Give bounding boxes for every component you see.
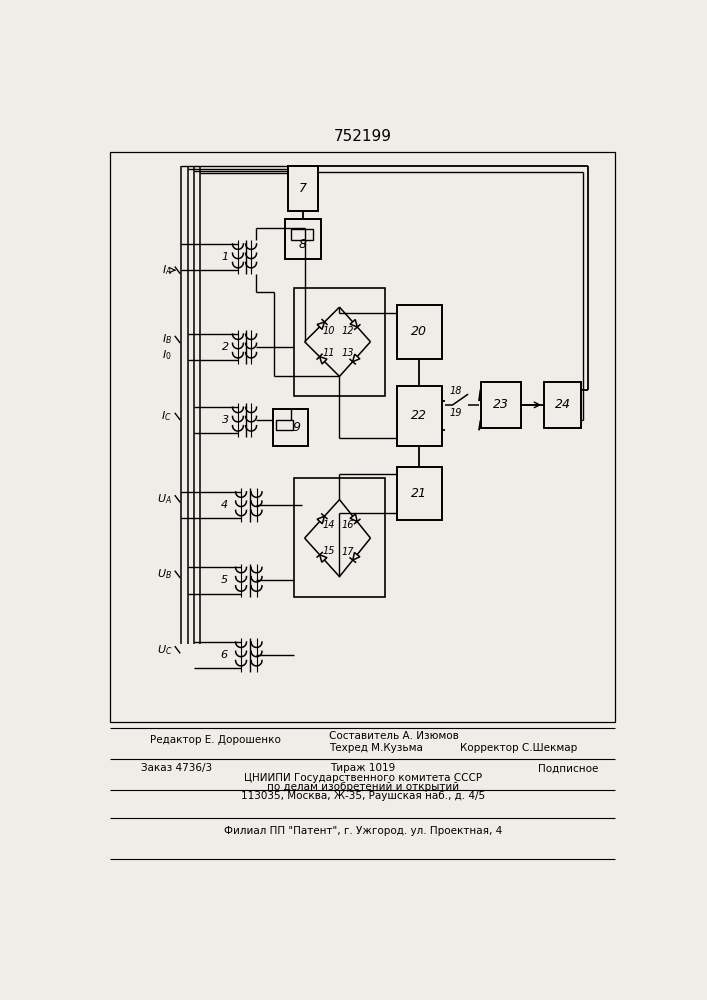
Bar [288, 166, 317, 211]
Text: $I_0$: $I_0$ [163, 348, 172, 362]
Text: $I_B$: $I_B$ [162, 333, 172, 346]
Bar [544, 382, 581, 428]
Text: 9: 9 [293, 421, 301, 434]
Bar [273, 409, 308, 446]
Text: 7: 7 [299, 182, 307, 195]
Text: 4: 4 [221, 500, 228, 510]
Text: 10: 10 [322, 326, 335, 336]
Text: 22: 22 [411, 409, 427, 422]
Bar [291, 229, 313, 240]
Text: 15: 15 [322, 546, 335, 556]
Bar [397, 386, 442, 446]
Text: 3: 3 [222, 415, 229, 425]
Bar [110, 152, 614, 722]
Bar [285, 219, 321, 259]
Text: Заказ 4736/3: Заказ 4736/3 [141, 763, 212, 773]
Text: Техред М.Кузьма: Техред М.Кузьма [329, 743, 423, 753]
Text: $I_A$: $I_A$ [162, 263, 172, 277]
Text: 23: 23 [493, 398, 508, 411]
Text: 21: 21 [411, 487, 427, 500]
Text: $U_C$: $U_C$ [156, 643, 172, 657]
Bar [397, 466, 442, 520]
Text: $I_C$: $I_C$ [161, 410, 172, 423]
Text: 113035, Москва, Ж-35, Раушская наб., д. 4/5: 113035, Москва, Ж-35, Раушская наб., д. … [240, 791, 485, 801]
Text: 17: 17 [341, 547, 354, 557]
Text: Редактор Е. Дорошенко: Редактор Е. Дорошенко [151, 735, 281, 745]
Text: 20: 20 [411, 325, 427, 338]
Text: 18: 18 [450, 386, 462, 396]
Text: 11: 11 [322, 348, 335, 358]
Text: Составитель А. Изюмов: Составитель А. Изюмов [329, 731, 459, 741]
Bar [276, 420, 293, 430]
Text: 12: 12 [341, 326, 354, 336]
Text: 2: 2 [222, 342, 229, 352]
Text: ЦНИИПИ Государственного комитета СССР: ЦНИИПИ Государственного комитета СССР [244, 773, 481, 783]
Bar [481, 382, 521, 428]
Text: 24: 24 [555, 398, 571, 411]
Text: 16: 16 [341, 520, 354, 530]
Text: 752199: 752199 [334, 129, 392, 144]
Text: 19: 19 [450, 408, 462, 418]
Text: по делам изобретений и открытий: по делам изобретений и открытий [267, 782, 459, 792]
Text: Корректор С.Шекмар: Корректор С.Шекмар [460, 743, 578, 753]
Text: Подписное: Подписное [538, 763, 598, 773]
Text: Филиал ПП "Патент", г. Ужгород. ул. Проектная, 4: Филиал ПП "Патент", г. Ужгород. ул. Прое… [223, 826, 502, 836]
Text: $U_A$: $U_A$ [157, 492, 172, 506]
Text: 1: 1 [222, 252, 229, 262]
Text: 14: 14 [322, 520, 335, 530]
Text: 13: 13 [341, 348, 354, 358]
Text: 6: 6 [221, 650, 228, 660]
Text: 5: 5 [221, 575, 228, 585]
Text: 8: 8 [299, 238, 307, 251]
Bar [293, 478, 385, 597]
Bar [293, 288, 385, 396]
Bar [397, 305, 442, 359]
Text: Тираж 1019: Тираж 1019 [330, 763, 395, 773]
Text: $U_B$: $U_B$ [157, 567, 172, 581]
